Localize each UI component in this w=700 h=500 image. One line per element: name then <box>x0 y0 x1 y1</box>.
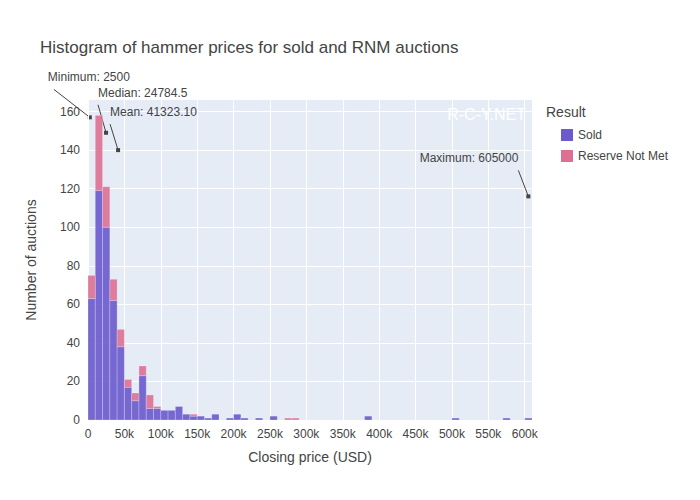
svg-text:Closing price (USD): Closing price (USD) <box>248 449 372 465</box>
svg-text:R-C-Y.NET: R-C-Y.NET <box>447 106 526 123</box>
svg-text:150k: 150k <box>184 427 211 441</box>
svg-text:40: 40 <box>67 336 81 350</box>
svg-text:Median: 24784.5: Median: 24784.5 <box>98 86 188 100</box>
svg-text:350k: 350k <box>330 427 357 441</box>
svg-text:50k: 50k <box>115 427 135 441</box>
svg-text:60: 60 <box>67 297 81 311</box>
svg-text:600k: 600k <box>512 427 539 441</box>
svg-text:200k: 200k <box>221 427 248 441</box>
svg-text:450k: 450k <box>403 427 430 441</box>
svg-text:140: 140 <box>60 143 80 157</box>
svg-text:400k: 400k <box>366 427 393 441</box>
svg-text:Maximum: 605000: Maximum: 605000 <box>420 151 519 165</box>
svg-text:Number of auctions: Number of auctions <box>23 199 39 320</box>
svg-text:100: 100 <box>60 220 80 234</box>
svg-text:Reserve Not Met: Reserve Not Met <box>578 149 669 163</box>
svg-text:Mean: 41323.10: Mean: 41323.10 <box>110 105 197 119</box>
svg-text:300k: 300k <box>293 427 320 441</box>
svg-text:160: 160 <box>60 105 80 119</box>
svg-text:Sold: Sold <box>578 128 602 142</box>
svg-text:0: 0 <box>85 427 92 441</box>
svg-text:250k: 250k <box>257 427 284 441</box>
svg-text:550k: 550k <box>475 427 502 441</box>
svg-text:Histogram of hammer prices for: Histogram of hammer prices for sold and … <box>40 38 459 57</box>
svg-text:80: 80 <box>67 259 81 273</box>
svg-text:Minimum: 2500: Minimum: 2500 <box>48 70 130 84</box>
svg-text:120: 120 <box>60 182 80 196</box>
svg-text:500k: 500k <box>439 427 466 441</box>
svg-text:0: 0 <box>73 413 80 427</box>
svg-text:20: 20 <box>67 374 81 388</box>
svg-text:Result: Result <box>546 104 586 120</box>
svg-text:100k: 100k <box>148 427 175 441</box>
